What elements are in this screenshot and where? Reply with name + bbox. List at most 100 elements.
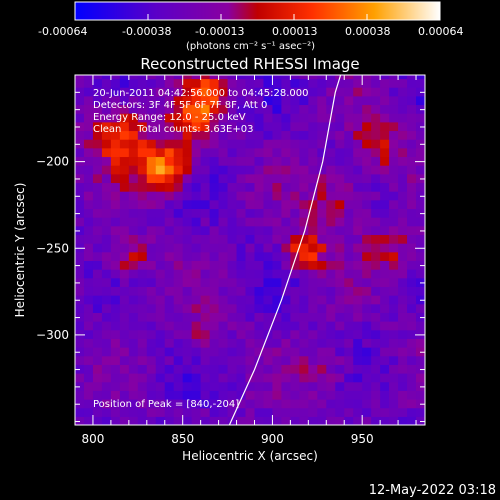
heatmap-cell <box>155 269 166 279</box>
heatmap-cell <box>218 329 229 339</box>
heatmap-cell <box>218 208 229 218</box>
heatmap-cell <box>173 416 184 425</box>
heatmap-cell <box>75 75 85 80</box>
colorbar-tick-label: 0.00064 <box>418 25 464 38</box>
heatmap-cell <box>92 277 103 287</box>
heatmap-cell <box>335 321 345 331</box>
heatmap-cell <box>200 191 211 201</box>
heatmap-cell <box>227 173 238 184</box>
heatmap-cell <box>398 121 408 132</box>
heatmap-cell <box>308 121 318 132</box>
heatmap-cell <box>182 113 193 123</box>
heatmap-cell <box>173 243 184 253</box>
heatmap-cell <box>128 269 139 279</box>
heatmap-cell <box>236 104 247 114</box>
heatmap-cell <box>173 87 184 97</box>
heatmap-cell <box>272 199 283 210</box>
heatmap-cell <box>75 347 85 357</box>
heatmap-cell <box>191 78 202 88</box>
heatmap-cell <box>272 251 283 261</box>
heatmap-cell <box>155 364 166 374</box>
heatmap-cell <box>146 407 157 417</box>
heatmap-cell <box>344 364 354 374</box>
heatmap-cell <box>335 329 345 339</box>
heatmap-cell <box>75 381 85 391</box>
heatmap-cell <box>272 191 283 201</box>
heatmap-cell <box>416 312 425 322</box>
heatmap-cell <box>326 390 336 400</box>
heatmap-cell <box>389 191 399 201</box>
heatmap-cell <box>335 381 345 391</box>
heatmap-cell <box>344 390 354 400</box>
heatmap-cell <box>398 286 408 296</box>
heatmap-cell <box>281 173 291 184</box>
heatmap-cell <box>155 399 166 409</box>
heatmap-cell <box>326 173 336 184</box>
heatmap-cell <box>83 182 94 192</box>
heatmap-cell <box>164 260 175 270</box>
heatmap-cell <box>335 355 345 365</box>
heatmap-cell <box>200 355 211 365</box>
heatmap-cell <box>227 329 238 339</box>
heatmap-cell <box>272 104 283 114</box>
heatmap-cell <box>119 286 130 296</box>
heatmap-cell <box>200 173 211 184</box>
heatmap-cell <box>335 373 345 383</box>
heatmap-cell <box>173 407 184 417</box>
heatmap-cell <box>119 407 130 417</box>
heatmap-cell <box>218 381 229 391</box>
heatmap-cell <box>173 75 184 80</box>
heatmap-cell <box>119 347 130 357</box>
heatmap-cell <box>389 373 399 383</box>
heatmap-cell <box>155 147 166 158</box>
heatmap-cell <box>200 104 211 114</box>
heatmap-cell <box>398 208 408 218</box>
heatmap-cell <box>407 347 417 357</box>
heatmap-cell <box>299 199 309 210</box>
heatmap-cell <box>227 303 238 313</box>
heatmap-cell <box>173 208 184 218</box>
heatmap-cell <box>92 191 103 201</box>
heatmap-cell <box>263 321 274 331</box>
heatmap-cell <box>155 312 166 322</box>
heatmap-cell <box>263 104 274 114</box>
heatmap-cell <box>110 243 121 253</box>
heatmap-cell <box>398 260 408 270</box>
heatmap-cell <box>227 130 238 140</box>
heatmap-cell <box>146 156 157 166</box>
heatmap-cell <box>326 321 336 331</box>
heatmap-cell <box>236 390 247 400</box>
heatmap-cell <box>407 277 417 287</box>
heatmap-cell <box>281 390 291 400</box>
heatmap-cell <box>317 173 327 184</box>
heatmap-cell <box>146 416 157 425</box>
heatmap-cell <box>290 243 300 253</box>
heatmap-cell <box>164 87 175 97</box>
heatmap-cell <box>245 173 256 184</box>
heatmap-cell <box>101 173 112 184</box>
heatmap-cell <box>101 104 112 114</box>
heatmap-cell <box>245 407 256 417</box>
heatmap-cell <box>236 165 247 175</box>
heatmap-cell <box>182 165 193 175</box>
heatmap-cell <box>263 312 274 322</box>
heatmap-cell <box>263 364 274 374</box>
heatmap-cell <box>155 208 166 218</box>
heatmap-cell <box>299 355 309 365</box>
heatmap-cell <box>146 130 157 140</box>
heatmap-cell <box>398 364 408 374</box>
heatmap-cell <box>317 87 327 97</box>
heatmap-cell <box>254 251 265 261</box>
heatmap-cell <box>83 130 94 140</box>
heatmap-cell <box>272 147 283 158</box>
heatmap-cell <box>362 286 372 296</box>
heatmap-cell <box>308 390 318 400</box>
heatmap-cell <box>299 243 309 253</box>
heatmap-cell <box>380 338 390 348</box>
heatmap-cell <box>101 295 112 305</box>
heatmap-cell <box>173 199 184 210</box>
heatmap-cell <box>308 182 318 192</box>
heatmap-cell <box>308 312 318 322</box>
heatmap-cell <box>389 147 399 158</box>
heatmap-cell <box>83 78 94 88</box>
